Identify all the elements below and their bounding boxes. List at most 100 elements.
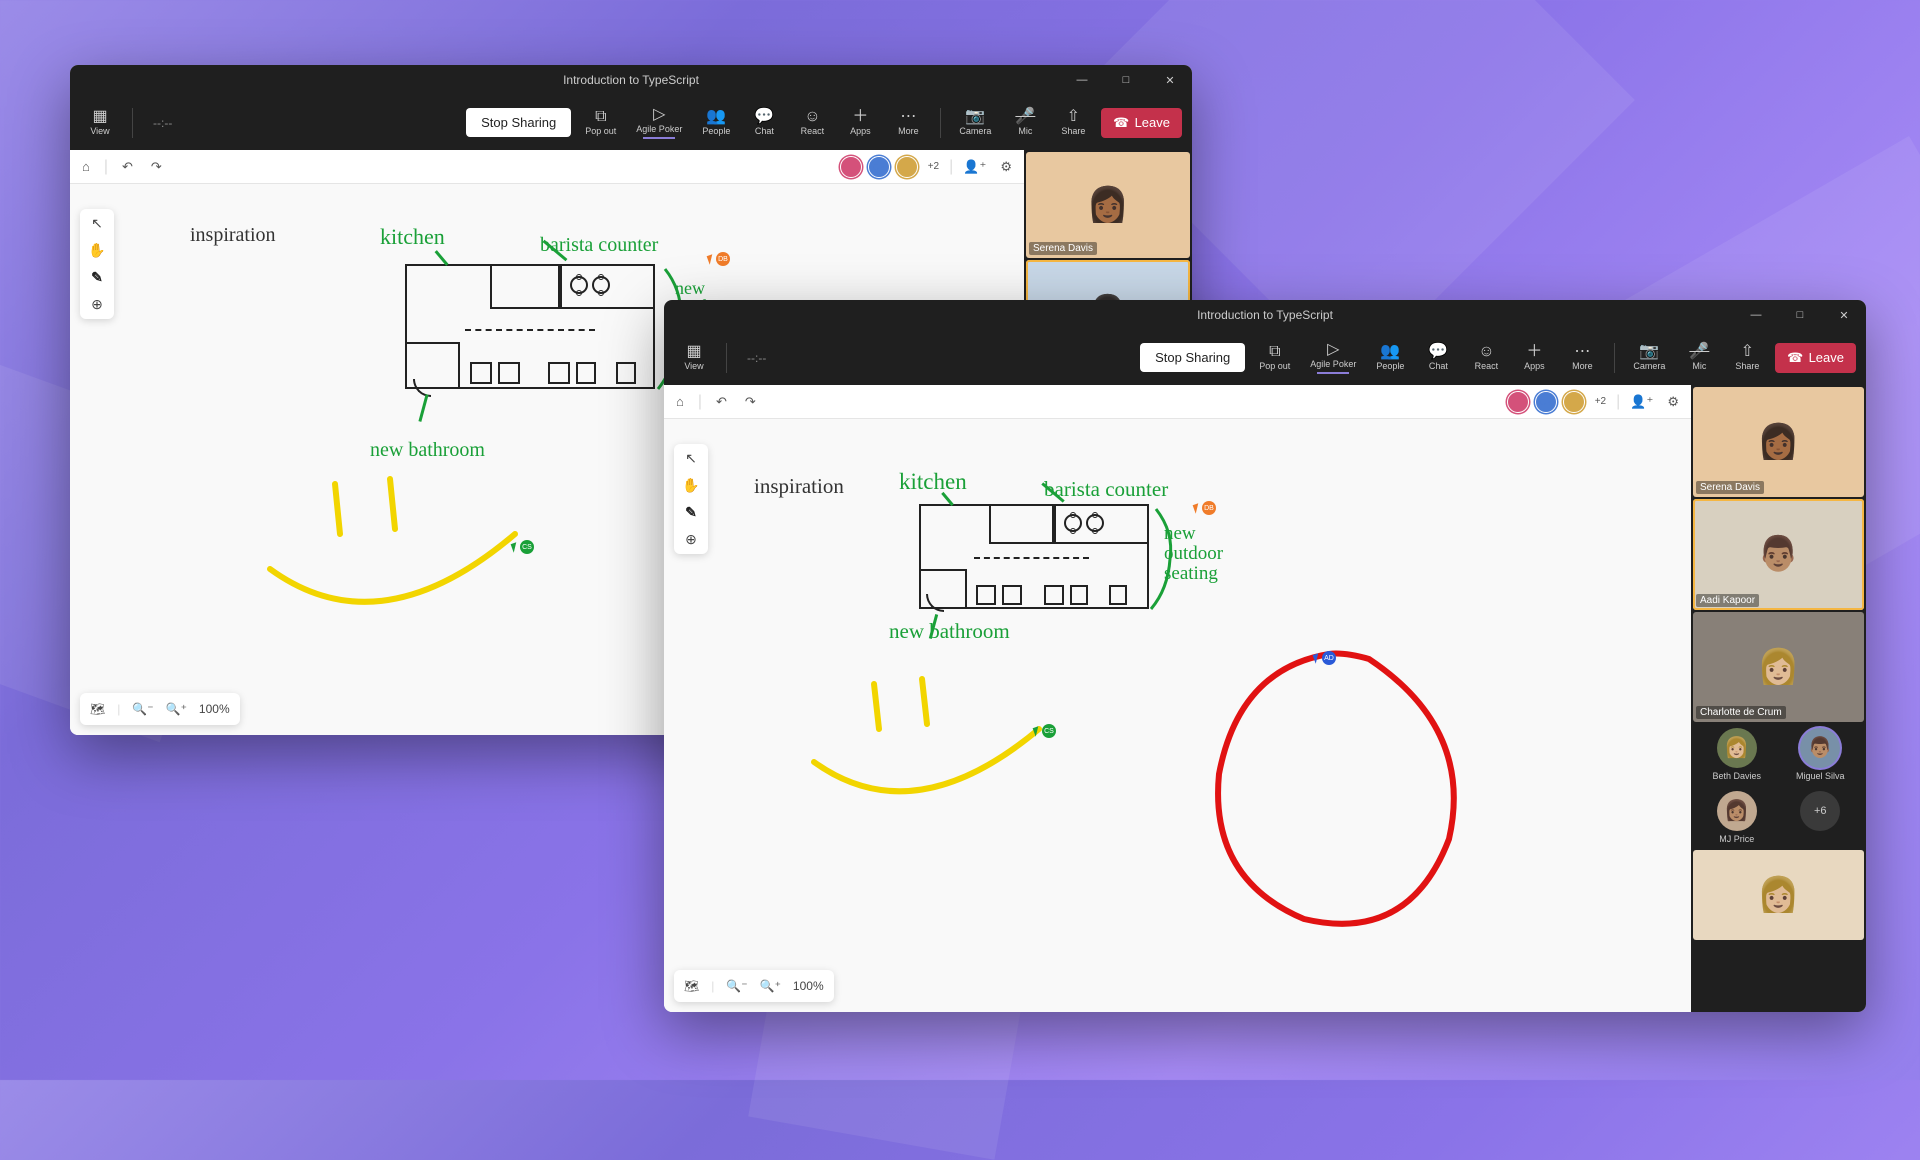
popout-icon: ⧉ <box>1269 344 1280 360</box>
grid-icon: ▦ <box>686 344 701 360</box>
react-button[interactable]: ☺React <box>1466 342 1506 373</box>
meeting-timer: --:-- <box>145 116 180 130</box>
settings-icon[interactable]: ⚙ <box>996 157 1016 177</box>
pen-tool[interactable]: ✎ <box>91 269 103 286</box>
zoom-out-icon[interactable]: 🔍⁻ <box>132 702 153 716</box>
popout-button[interactable]: ⧉Pop out <box>579 107 622 138</box>
people-icon: 👥 <box>1380 344 1400 360</box>
view-button[interactable]: ▦View <box>80 107 120 138</box>
zoom-in-icon[interactable]: 🔍⁺ <box>760 979 781 993</box>
add-person-icon[interactable]: 👤⁺ <box>959 157 990 177</box>
canvas-tools: ↖ ✋ ✎ ⊕ <box>80 209 114 319</box>
video-tile[interactable]: 👩🏾Serena Davis <box>1026 152 1190 258</box>
redo-icon[interactable]: ↷ <box>147 157 166 177</box>
zoom-level: 100% <box>199 702 230 716</box>
minimap-icon[interactable]: 🗺 <box>90 702 105 716</box>
zoom-in-icon[interactable]: 🔍⁺ <box>166 702 187 716</box>
ellipsis-icon: ⋯ <box>1574 344 1590 360</box>
plus-icon: ＋ <box>1526 344 1542 360</box>
mic-button[interactable]: 🎤Mic <box>1005 107 1045 138</box>
video-tile[interactable]: 👨🏽Aadi Kapoor <box>1693 499 1864 609</box>
apps-button[interactable]: ＋Apps <box>1514 342 1554 373</box>
grid-icon: ▦ <box>92 109 107 125</box>
maximize-button[interactable]: □ <box>1104 65 1148 95</box>
share-button[interactable]: ⇧Share <box>1053 107 1093 138</box>
remote-cursor-blue: AD <box>1314 651 1336 665</box>
presence-avatar[interactable]: CB <box>1535 391 1557 413</box>
settings-icon[interactable]: ⚙ <box>1663 392 1683 412</box>
pointer-tool[interactable]: ↖ <box>91 215 103 232</box>
meeting-toolbar: ▦View --:-- Stop Sharing ⧉Pop out ▷Agile… <box>70 95 1192 150</box>
video-tile[interactable]: 👩🏾Serena Davis <box>1693 387 1864 497</box>
presence-avatar[interactable] <box>840 156 862 178</box>
camera-button[interactable]: 📷Camera <box>1627 342 1671 373</box>
avatar-small[interactable]: 👩🏼Beth Davies <box>1712 728 1761 781</box>
stop-sharing-button[interactable]: Stop Sharing <box>466 108 571 137</box>
apps-button[interactable]: ＋Apps <box>840 107 880 138</box>
avatar-small[interactable]: 👩🏽MJ Price <box>1717 791 1757 844</box>
meeting-toolbar: ▦View --:-- Stop Sharing ⧉Pop out ▷Agile… <box>664 330 1866 385</box>
popout-button[interactable]: ⧉Pop out <box>1253 342 1296 373</box>
home-icon[interactable]: ⌂ <box>672 392 688 411</box>
pen-tool[interactable]: ✎ <box>685 504 697 521</box>
more-participants[interactable]: +6 <box>1800 791 1840 844</box>
stop-sharing-button[interactable]: Stop Sharing <box>1140 343 1245 372</box>
popout-icon: ⧉ <box>595 109 606 125</box>
text-bathroom: new bathroom <box>889 619 1010 644</box>
zoom-out-icon[interactable]: 🔍⁻ <box>726 979 747 993</box>
chat-button[interactable]: 💬Chat <box>1418 342 1458 373</box>
agile-poker-button[interactable]: ▷Agile Poker <box>630 105 688 141</box>
self-video-tile[interactable]: 👩🏼 <box>1693 850 1864 940</box>
mic-button[interactable]: 🎤Mic <box>1679 342 1719 373</box>
add-tool[interactable]: ⊕ <box>91 296 103 313</box>
agile-poker-button[interactable]: ▷Agile Poker <box>1304 340 1362 376</box>
view-button[interactable]: ▦View <box>674 342 714 373</box>
avatar-small[interactable]: 👨🏽Miguel Silva <box>1796 728 1845 781</box>
pan-tool[interactable]: ✋ <box>682 477 699 494</box>
participants-panel: 👩🏾Serena Davis 👨🏽Aadi Kapoor 👩🏼Charlotte… <box>1691 385 1866 1012</box>
add-person-icon[interactable]: 👤⁺ <box>1626 392 1657 412</box>
more-button[interactable]: ⋯More <box>888 107 928 138</box>
more-button[interactable]: ⋯More <box>1562 342 1602 373</box>
chat-icon: 💬 <box>754 109 774 125</box>
undo-icon[interactable]: ↶ <box>712 392 731 412</box>
camera-button[interactable]: 📷Camera <box>953 107 997 138</box>
share-button[interactable]: ⇧Share <box>1727 342 1767 373</box>
people-button[interactable]: 👥People <box>696 107 736 138</box>
add-tool[interactable]: ⊕ <box>685 531 697 548</box>
people-button[interactable]: 👥People <box>1370 342 1410 373</box>
home-icon[interactable]: ⌂ <box>78 157 94 176</box>
minimize-button[interactable]: — <box>1060 65 1104 95</box>
presence-avatar[interactable]: CW <box>1563 391 1585 413</box>
whiteboard-canvas[interactable]: ↖ ✋ ✎ ⊕ inspiration kitchen barista coun… <box>664 419 1691 1012</box>
text-bathroom: new bathroom <box>370 439 485 462</box>
close-button[interactable]: ✕ <box>1148 65 1192 95</box>
remote-cursor-green: CS <box>512 540 534 554</box>
people-icon: 👥 <box>706 109 726 125</box>
presence-avatar[interactable] <box>1507 391 1529 413</box>
more-avatars[interactable]: +2 <box>924 159 943 174</box>
more-avatars[interactable]: +2 <box>1591 394 1610 409</box>
share-icon: ⇧ <box>1067 109 1080 125</box>
leave-button[interactable]: Leave <box>1775 343 1856 373</box>
close-button[interactable]: ✕ <box>1822 300 1866 330</box>
chat-icon: 💬 <box>1428 344 1448 360</box>
maximize-button[interactable]: □ <box>1778 300 1822 330</box>
presence-avatar[interactable]: CW <box>896 156 918 178</box>
chat-button[interactable]: 💬Chat <box>744 107 784 138</box>
video-tile[interactable]: 👩🏼Charlotte de Crum <box>1693 612 1864 722</box>
react-button[interactable]: ☺React <box>792 107 832 138</box>
react-icon: ☺ <box>1478 344 1494 360</box>
leave-button[interactable]: Leave <box>1101 108 1182 138</box>
presence-avatar[interactable]: CB <box>868 156 890 178</box>
teams-window-2: Introduction to TypeScript — □ ✕ ▦View -… <box>664 300 1866 1012</box>
minimize-button[interactable]: — <box>1734 300 1778 330</box>
undo-icon[interactable]: ↶ <box>118 157 137 177</box>
plus-icon: ＋ <box>852 109 868 125</box>
overflow-participants: 👩🏽MJ Price +6 <box>1693 787 1864 848</box>
minimap-icon[interactable]: 🗺 <box>684 979 699 993</box>
pointer-tool[interactable]: ↖ <box>685 450 697 467</box>
redo-icon[interactable]: ↷ <box>741 392 760 412</box>
pan-tool[interactable]: ✋ <box>88 242 105 259</box>
zoom-controls: 🗺| 🔍⁻ 🔍⁺ 100% <box>674 970 834 1002</box>
